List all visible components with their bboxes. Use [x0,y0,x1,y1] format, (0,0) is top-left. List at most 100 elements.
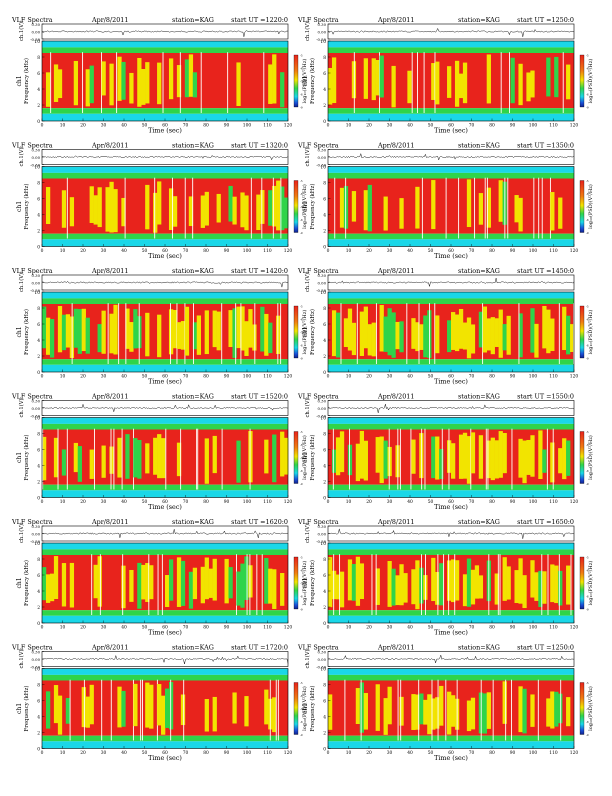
spectral-column [109,313,114,354]
spectral-gap [249,554,251,615]
y-tick-label: 4 [323,213,326,218]
spectral-column [204,699,209,732]
spectrogram-ylabel: Frequency (kHz) [309,58,316,104]
x-tick-label: 60 [162,626,168,631]
spectral-gap [423,52,425,113]
spectral-column [387,308,392,356]
x-tick-label: 60 [162,375,168,380]
colorbar-tick-label: -6 [586,66,589,70]
trace-ylabel: ch.1(V) [18,22,25,41]
spectral-column [355,443,361,482]
colorbar [579,180,585,233]
x-tick-label: 40 [121,500,127,505]
spectral-gap [125,303,127,364]
x-tick-label: 120 [284,751,293,756]
spectral-gap [110,679,112,741]
x-tick-label: 80 [203,751,209,756]
spectral-column [77,309,82,354]
spectral-column [57,69,63,99]
x-tick-label: 40 [407,626,413,631]
x-tick-label: 0 [41,626,44,631]
trace-tick-label: 0.00 [318,29,327,34]
x-tick-label: 70 [183,626,189,631]
spectral-column [97,324,102,353]
colorbar-tick-label: -6 [300,694,303,698]
panel-station: station=KAG [172,16,214,24]
x-tick-label: 30 [101,500,107,505]
spectral-gap [200,52,202,113]
spectral-gap [275,679,277,741]
spectral-column [431,698,436,730]
x-tick-label: 10 [346,626,352,631]
colorbar-label: log₁₀(PSD)(V²/Hz) [301,435,308,480]
spectral-gap [91,554,93,615]
spectral-column [168,58,174,100]
spectrogram-cells [42,166,289,247]
spectral-column [272,697,277,733]
x-tick-label: 80 [489,249,495,254]
spectral-gap [334,177,336,239]
x-tick-label: 70 [183,375,189,380]
spectral-column [113,304,118,355]
spectral-gap [547,554,549,615]
spectral-column [458,434,464,479]
colorbar-tick-label: -6 [586,694,589,698]
trace-tick-label: 0.30 [318,273,327,278]
x-tick-label: 10 [346,751,352,756]
x-tick-label: 80 [489,375,495,380]
spectral-column [85,696,90,728]
spectral-column [550,691,555,729]
x-tick-label: 70 [469,124,475,129]
spectral-column [383,316,388,352]
colorbar [293,305,299,359]
x-tick-label: 0 [41,751,44,756]
spectral-gap [484,177,486,239]
spectral-column [256,194,261,231]
spectral-column [451,443,456,479]
x-tick-label: 120 [570,249,579,254]
spectral-column [558,570,563,606]
spectral-column [530,435,535,477]
spectral-column [395,321,400,350]
spectral-column [546,309,551,354]
y-tick-label: 0 [37,496,40,501]
spectral-column [232,692,237,724]
spectral-column [65,698,71,724]
spectral-column [375,568,380,605]
colorbar [293,556,299,610]
spectral-gap [94,428,95,490]
ylabel-channel: ch1 [302,75,309,86]
y-tick-label: 10 [320,40,326,45]
spectral-column [530,694,535,727]
spectral-gap [397,679,399,741]
spectral-column [538,570,543,607]
trace-tick-label: 0.00 [318,657,327,662]
spectral-column [546,57,551,97]
spectral-column [176,322,182,349]
x-tick-label: 60 [162,124,168,129]
spectral-column [176,557,182,607]
x-tick-label: 70 [469,751,475,756]
trace-ylabel: ch.1(V) [304,273,311,292]
panel-start-ut: start UT =1720:0 [231,644,288,652]
x-tick-label: 10 [346,375,352,380]
x-tick-label: 30 [101,249,107,254]
x-tick-label: 10 [60,124,66,129]
spectral-column [478,193,484,225]
spectral-gap [124,177,126,239]
colorbar-tick-label: -8 [586,594,589,598]
ylabel-channel: ch1 [16,326,23,337]
spectral-gap [116,52,118,113]
spectral-band [42,292,288,299]
x-tick-label: 0 [327,626,330,631]
x-tick-label: 60 [448,375,454,380]
spectral-gap [397,428,399,490]
spectral-column [236,306,241,349]
spectral-column [145,62,150,104]
spectral-column [280,431,285,477]
spectral-gap [138,303,140,364]
spectral-column [109,63,114,106]
spectral-column [395,575,400,606]
spectral-band [328,610,574,616]
trace-tick-label: 0.30 [32,524,41,529]
